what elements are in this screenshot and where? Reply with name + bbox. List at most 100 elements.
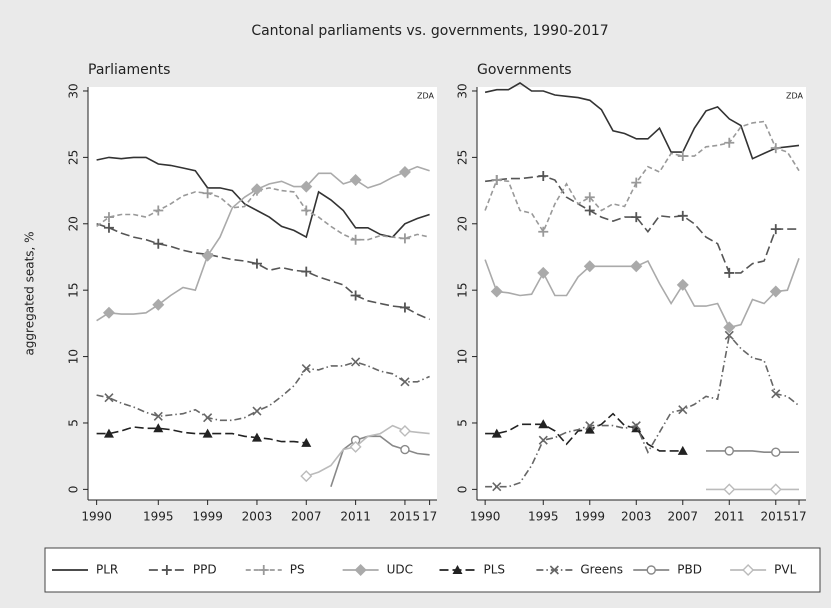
marker <box>585 421 595 431</box>
legend-label: PLR <box>96 563 118 577</box>
marker <box>491 174 502 185</box>
plot-area <box>88 87 437 500</box>
marker <box>676 278 689 291</box>
series-line <box>485 333 800 488</box>
x-tick-label: 2003 <box>621 510 652 524</box>
legend-label: PS <box>290 563 305 577</box>
marker <box>677 210 688 221</box>
x-tick-label: 17 <box>422 510 437 524</box>
marker <box>258 565 269 575</box>
y-tick-label: 15 <box>456 283 470 298</box>
marker <box>354 564 367 576</box>
y-tick-label: 20 <box>456 216 470 231</box>
marker <box>201 249 214 262</box>
y-tick-label: 5 <box>456 419 470 427</box>
marker <box>452 565 463 574</box>
chart-title: Cantonal parliaments vs. governments, 19… <box>251 23 608 39</box>
marker <box>102 306 115 319</box>
marker <box>646 565 656 575</box>
legend-label: PLS <box>484 563 506 577</box>
marker <box>103 428 114 438</box>
y-tick-label: 10 <box>456 349 470 364</box>
y-tick-label: 25 <box>456 150 470 165</box>
y-tick-label: 5 <box>67 419 81 427</box>
x-tick-label: 17 <box>791 510 806 524</box>
marker <box>677 151 688 162</box>
x-tick-label: 1990 <box>81 510 112 524</box>
x-tick-label: 2011 <box>714 510 745 524</box>
y-tick-label: 15 <box>67 283 81 298</box>
marker <box>724 267 735 278</box>
marker <box>153 238 164 249</box>
marker <box>103 212 114 223</box>
marker <box>769 483 782 496</box>
marker <box>203 413 213 423</box>
y-tick-label: 25 <box>67 150 81 165</box>
marker <box>584 205 595 216</box>
marker <box>398 424 411 437</box>
x-tick-label: 1995 <box>143 510 174 524</box>
series-line <box>485 412 683 452</box>
marker <box>251 432 262 442</box>
series-line <box>96 156 430 239</box>
marker <box>491 428 502 438</box>
marker <box>723 321 736 334</box>
series-line <box>96 426 307 444</box>
marker <box>301 363 311 374</box>
marker <box>399 302 410 313</box>
x-tick-label: 1999 <box>192 510 223 524</box>
marker <box>300 180 313 193</box>
marker <box>490 285 503 298</box>
x-tick-label: 2015 <box>761 510 792 524</box>
marker <box>769 285 782 298</box>
marker <box>153 411 163 421</box>
annotation: ZDA <box>786 92 804 101</box>
marker <box>161 565 172 575</box>
y-tick-label: 20 <box>67 216 81 231</box>
marker <box>724 330 734 340</box>
marker <box>771 389 781 399</box>
series-line <box>484 120 800 234</box>
x-tick-label: 2003 <box>242 510 273 524</box>
x-tick-label: 1999 <box>574 510 605 524</box>
marker <box>724 446 734 456</box>
y-tick-label: 10 <box>67 349 81 364</box>
series-line <box>96 165 430 322</box>
marker <box>350 290 361 301</box>
marker <box>742 564 755 576</box>
x-tick-label: 1995 <box>528 510 559 524</box>
marker <box>400 444 410 455</box>
x-tick-label: 1990 <box>470 510 501 524</box>
x-tick-label: 2007 <box>291 510 322 524</box>
series-line <box>706 450 799 453</box>
series-line <box>484 258 800 329</box>
y-axis-title: aggregated seats, % <box>23 231 37 355</box>
marker <box>492 482 502 492</box>
legend-label: Greens <box>580 563 623 577</box>
marker <box>537 266 550 279</box>
marker <box>677 445 688 455</box>
marker <box>584 424 595 434</box>
marker <box>538 170 549 181</box>
legend-box <box>44 547 821 593</box>
marker <box>538 419 549 429</box>
series-line <box>485 175 799 274</box>
marker <box>103 222 114 233</box>
marker <box>104 393 114 403</box>
series-line <box>484 82 800 160</box>
annotation: ZDA <box>417 92 435 101</box>
marker <box>251 258 262 269</box>
series-line <box>96 223 430 321</box>
panel-title: Parliaments <box>88 62 170 78</box>
marker <box>631 212 642 223</box>
marker <box>398 165 411 178</box>
marker <box>770 143 781 154</box>
marker <box>301 205 312 216</box>
x-tick-label: 2007 <box>667 510 698 524</box>
x-tick-label: 2011 <box>340 510 371 524</box>
marker <box>723 483 736 496</box>
marker <box>400 377 410 387</box>
marker <box>724 137 735 148</box>
marker <box>252 406 262 416</box>
